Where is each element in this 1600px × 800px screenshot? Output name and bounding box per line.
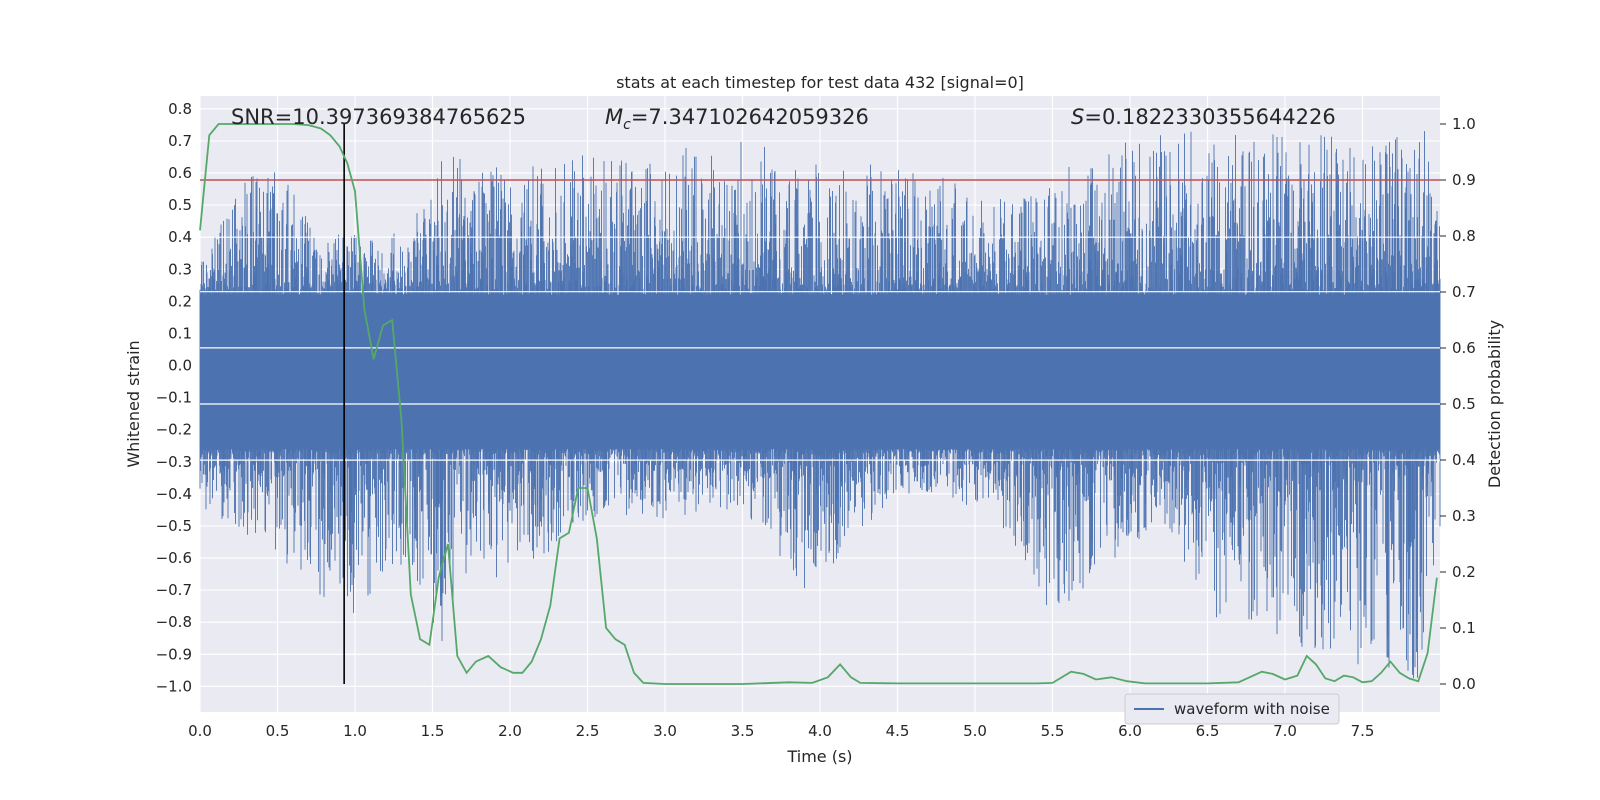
y-tick-label: −0.5 [156, 517, 192, 535]
y2-tick-label: 0.0 [1452, 675, 1476, 693]
waveform-core-band [200, 294, 1440, 449]
y2-tick-label: 0.5 [1452, 395, 1476, 413]
x-tick-label: 3.5 [731, 722, 755, 740]
y-tick-label: −1.0 [156, 677, 192, 695]
y2-tick-label: 0.3 [1452, 507, 1476, 525]
y-tick-label: −0.2 [156, 421, 192, 439]
axes: 0.0 0.5 1.0 1.5 2.0 2.5 3.0 3.5 4.0 4.5 5.0 5.5 6.0 6… [156, 100, 1476, 740]
y-tick-label: −0.7 [156, 581, 192, 599]
x-axis-label: Time (s) [786, 747, 852, 766]
x-tick-label: 5.0 [963, 722, 987, 740]
y2-tick-label: 0.2 [1452, 563, 1476, 581]
y2-tick-label: 0.4 [1452, 451, 1476, 469]
y-tick-label: 0.1 [168, 324, 192, 342]
mc-symbol: M [605, 105, 623, 129]
y2-tick-label: 0.1 [1452, 619, 1476, 637]
s-annotation: S=0.1822330355644226 [1071, 105, 1336, 129]
y-tick-label: 0.8 [168, 100, 192, 118]
x-tick-label: 3.0 [653, 722, 677, 740]
y2-tick-label: 1.0 [1452, 115, 1476, 133]
y2-tick-label: 0.8 [1452, 227, 1476, 245]
mc-annotation: Mc=7.347102642059326 [605, 105, 869, 133]
x-tick-label: 7.0 [1273, 722, 1297, 740]
y-tick-label: 0.7 [168, 132, 192, 150]
y-tick-label: 0.5 [168, 196, 192, 214]
x-tick-label: 2.0 [498, 722, 522, 740]
y-tick-label: −0.3 [156, 453, 192, 471]
y-tick-label: −0.6 [156, 549, 192, 567]
s-value: =0.1822330355644226 [1084, 105, 1335, 129]
x-tick-label: 1.5 [421, 722, 445, 740]
mc-value: =7.347102642059326 [631, 105, 869, 129]
x-tick-label: 7.5 [1351, 722, 1375, 740]
y-tick-label: −0.9 [156, 645, 192, 663]
legend-box [1124, 693, 1340, 725]
legend: waveform with noise [1124, 693, 1340, 725]
y-tick-label: 0.3 [168, 260, 192, 278]
y2-tick-label: 0.6 [1452, 339, 1476, 357]
y-tick-label: −0.4 [156, 485, 192, 503]
snr-annotation: SNR=10.397369384765625 [231, 105, 526, 129]
x-tick-label: 1.0 [343, 722, 367, 740]
x-tick-label: 0.5 [266, 722, 290, 740]
x-tick-label: 6.0 [1118, 722, 1142, 740]
y-tick-label: 0.4 [168, 228, 192, 246]
y2-tick-label: 0.9 [1452, 171, 1476, 189]
y-tick-label: −0.1 [156, 389, 192, 407]
y-tick-label: 0.2 [168, 292, 192, 310]
x-tick-label: 2.5 [576, 722, 600, 740]
y-tick-label: 0.6 [168, 164, 192, 182]
y2-tick-label: 0.7 [1452, 283, 1476, 301]
y-tick-label: −0.8 [156, 613, 192, 631]
s-symbol: S [1071, 105, 1084, 129]
mc-subscript: c [623, 117, 631, 133]
waveform-noise-series [199, 131, 1441, 679]
x-tick-label: 4.5 [886, 722, 910, 740]
x-tick-label: 0.0 [188, 722, 212, 740]
x-tick-label: 6.5 [1196, 722, 1220, 740]
overlays [199, 123, 1440, 685]
y-tick-label: 0.0 [168, 357, 192, 375]
chart-title: stats at each timestep for test data 432… [616, 73, 1024, 92]
y2-axis-label: Detection probability [1485, 320, 1504, 488]
x-tick-label: 4.0 [808, 722, 832, 740]
y-axis-label: Whitened strain [124, 340, 143, 467]
legend-label: waveform with noise [1174, 700, 1330, 718]
x-tick-label: 5.5 [1041, 722, 1065, 740]
